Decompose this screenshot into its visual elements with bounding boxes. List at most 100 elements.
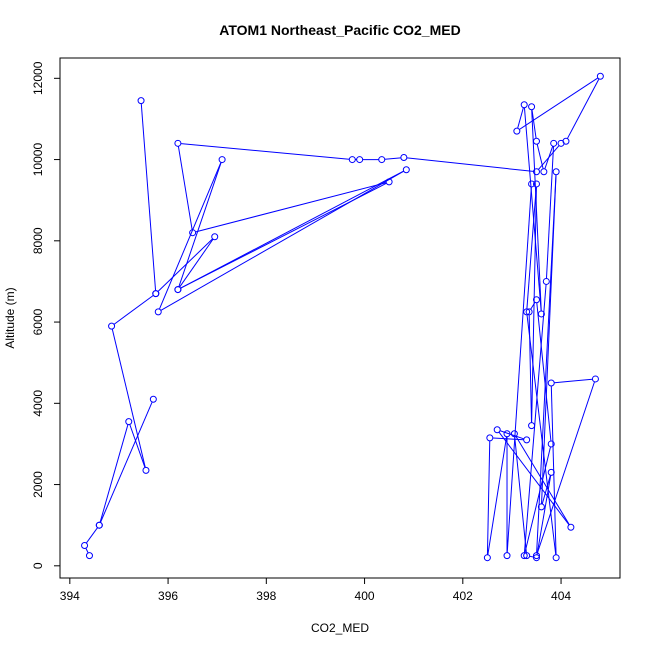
data-point [85,552,93,560]
series-segment [523,107,542,311]
data-point [528,422,536,430]
data-point [567,523,575,531]
data-point [211,233,219,241]
data-point [137,97,145,105]
data-point [385,178,393,186]
data-point [174,139,182,147]
y-tick-label: 0 [31,562,45,569]
data-point [149,395,157,403]
data-point [525,308,533,316]
series-segment [492,437,524,441]
data-point [189,229,197,237]
series-segment [178,162,222,287]
series-segment [531,187,537,423]
series-segment [157,238,213,292]
data-point [523,552,531,560]
series-segment [554,378,593,384]
series-segment [177,146,193,230]
series-segment [526,187,537,309]
series-segment [506,187,532,553]
data-point [540,168,548,176]
series-segment [406,157,534,172]
y-tick-label: 6000 [31,308,45,335]
series-segment [536,302,552,441]
series-segment [195,182,387,233]
data-point [547,379,555,387]
x-axis: 394 396 398 400 402 404 [60,577,571,603]
data-point [542,277,550,285]
data-point [532,554,540,562]
data-point [547,468,555,476]
data-point [596,72,604,80]
series-segment [498,431,570,525]
y-axis-label: Altitude (m) [3,287,17,348]
data-point [108,322,116,330]
series-segment [517,107,524,129]
series-segment [99,424,129,523]
series-segment [541,174,557,504]
y-tick-label: 4000 [31,390,45,417]
x-tick-label: 402 [453,589,473,603]
series-segment [515,436,570,525]
data-point [562,137,570,145]
data-point [125,418,133,426]
series-segment [531,109,537,139]
data-point [503,552,511,560]
series-segment [100,401,153,523]
series-segment [129,424,146,468]
series-segment [526,315,557,555]
data-point [552,554,560,562]
series-segment [159,162,222,310]
x-tick-label: 404 [551,589,571,603]
data-point [591,375,599,383]
series-segment [86,527,98,544]
data-point [483,554,491,562]
data-point [513,127,521,135]
data-point [528,180,536,188]
series-segment [536,475,552,555]
series-segment [545,146,555,279]
series-segment [179,239,214,288]
data-point [356,156,364,164]
series-segment [544,146,554,169]
data-point [552,168,560,176]
series-1 [81,72,604,562]
data-point [142,466,150,474]
series-segment [113,295,154,325]
data-point [528,103,536,111]
data-point [537,503,545,511]
series-segment [85,548,89,553]
data-point [520,101,528,109]
y-tick-label: 10000 [31,143,45,177]
series-segment [524,446,551,553]
series-3 [137,97,160,298]
data-point [402,166,410,174]
data-point [81,542,89,549]
data-point [520,552,528,560]
data-point [547,440,555,448]
data-point [378,156,386,164]
data-point [493,426,501,434]
series-segment [180,170,404,289]
series-segment [384,157,401,160]
series-segment [181,143,350,160]
series-segment [531,109,542,311]
data-point [154,308,162,316]
y-tick-label: 8000 [31,227,45,254]
y-tick-label: 2000 [31,471,45,498]
x-tick-label: 394 [60,589,80,603]
x-axis-label: CO2_MED [311,621,369,635]
series-segment [160,170,404,311]
data-point [532,168,540,176]
y-tick-label: 12000 [31,61,45,95]
series-segment [180,182,387,289]
series-2 [95,395,157,529]
data-point [152,290,160,298]
series-segment [523,284,547,553]
data-point [348,156,356,164]
data-point [174,286,182,294]
data-point [523,436,531,444]
series-segment [537,381,595,553]
